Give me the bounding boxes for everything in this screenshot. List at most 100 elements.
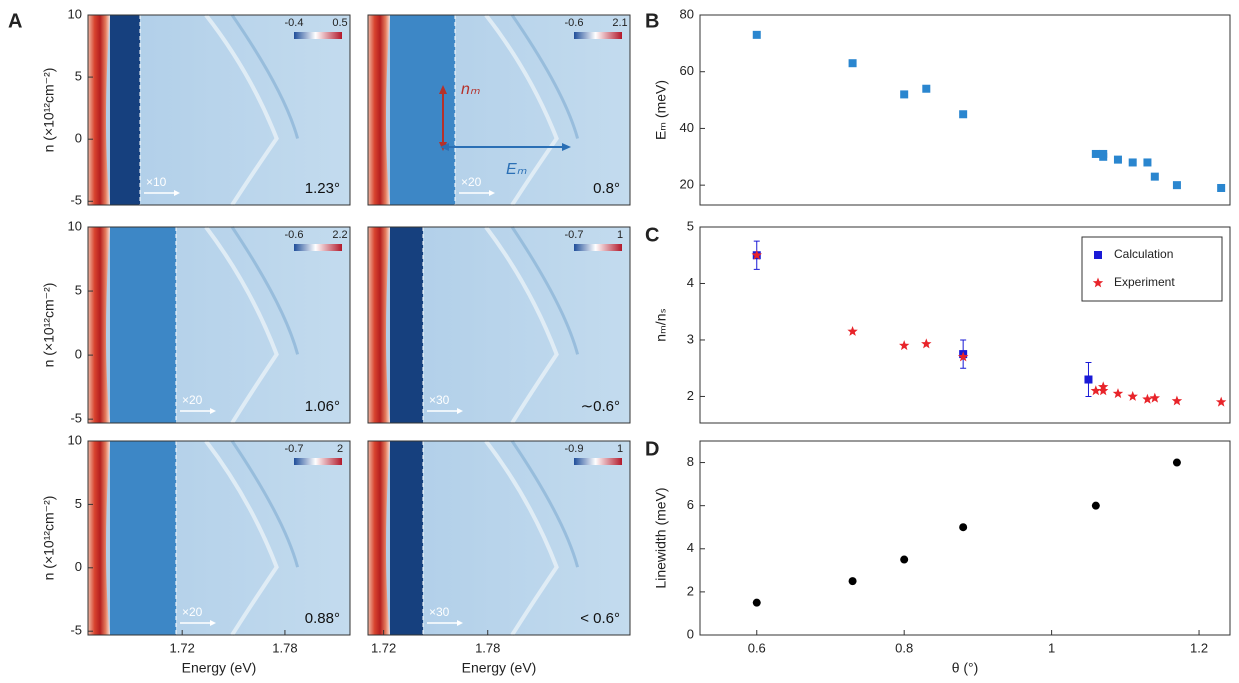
axes-frame — [699, 14, 1231, 206]
feature-curve — [510, 14, 580, 139]
scale-label: ×30 — [429, 393, 450, 407]
colorbar-label: 1 — [617, 229, 623, 241]
y-axis-label: Linewidth (meV) — [653, 487, 669, 588]
y-tick-label: -5 — [70, 411, 82, 426]
scale-arrowhead — [210, 620, 216, 626]
y-tick-label: 80 — [680, 6, 694, 21]
colorbar — [574, 32, 622, 39]
colorbar — [294, 244, 342, 251]
y-tick-label: -5 — [70, 193, 82, 208]
exciton-peak — [368, 15, 390, 205]
point — [1098, 381, 1109, 392]
y-axis-label: nₘ/nₛ — [653, 308, 669, 341]
y-tick-label: 0 — [75, 347, 82, 362]
y-tick-label: 8 — [687, 454, 694, 469]
point — [1172, 458, 1181, 467]
y-tick-label: 0 — [75, 559, 82, 574]
x-axis-label: θ (°) — [952, 660, 979, 676]
point — [1113, 155, 1122, 164]
point — [1091, 149, 1100, 158]
feature-curve — [230, 226, 300, 355]
scale-label: ×10 — [146, 175, 167, 189]
colorbar-label: 2.1 — [612, 17, 627, 29]
y-tick-label: 3 — [687, 331, 694, 346]
point — [848, 59, 857, 68]
exciton-band — [110, 15, 140, 205]
twist-angle: 0.88° — [305, 610, 340, 627]
point — [1127, 391, 1138, 401]
exciton-band — [390, 441, 423, 635]
axes-frame — [367, 440, 631, 636]
point — [1090, 385, 1102, 396]
point — [751, 249, 762, 260]
panel-label: B — [645, 10, 659, 32]
y-tick-label: 5 — [687, 218, 694, 233]
colorbar-label: -0.6 — [565, 17, 584, 29]
point — [1171, 395, 1183, 406]
colorbar-label: -0.7 — [565, 229, 584, 241]
x-axis-label: Energy (eV) — [182, 660, 257, 676]
x-tick-label: 1.78 — [475, 640, 500, 655]
exciton-peak — [88, 15, 110, 205]
annotation: Eₘ — [506, 161, 527, 178]
point — [847, 326, 858, 336]
colorbar-label: -0.6 — [285, 229, 304, 241]
exciton-band — [390, 15, 455, 205]
point — [1149, 392, 1160, 403]
point — [922, 84, 931, 93]
colorbar-label: 0.5 — [332, 17, 347, 29]
point — [752, 598, 761, 607]
exciton-band — [110, 441, 176, 635]
axes-frame — [699, 440, 1231, 636]
y-tick-label: -5 — [70, 623, 82, 638]
y-tick-label: 2 — [687, 583, 694, 598]
scale-arrowhead — [457, 408, 463, 414]
scale-label: ×20 — [182, 393, 203, 407]
exciton-peak — [368, 227, 390, 423]
point — [1217, 183, 1226, 192]
colorbar — [574, 458, 622, 465]
y-tick-label: 0 — [75, 131, 82, 146]
colorbar-label: -0.9 — [565, 443, 584, 455]
scale-label: ×30 — [429, 605, 450, 619]
feature-curve — [204, 225, 279, 425]
scale-arrowhead — [174, 190, 180, 196]
legend-label: Experiment — [1114, 275, 1175, 289]
point — [1172, 181, 1181, 190]
exciton-band — [110, 227, 176, 423]
x-tick-label: 1.2 — [1190, 640, 1208, 655]
exciton-peak — [88, 227, 110, 423]
x-tick-label: 1.72 — [170, 640, 195, 655]
legend-box — [1081, 236, 1223, 302]
y-tick-label: 6 — [687, 497, 694, 512]
y-tick-label: 10 — [68, 432, 82, 447]
feature-curve — [510, 226, 580, 355]
colorbar-label: 2.2 — [332, 229, 347, 241]
y-tick-label: 5 — [75, 282, 82, 297]
panel-label: D — [645, 438, 659, 460]
point — [1084, 375, 1093, 384]
y-tick-label: 60 — [680, 63, 694, 78]
point — [1091, 501, 1100, 510]
point — [1150, 172, 1159, 181]
y-axis-label: n (×10¹²cm⁻²) — [41, 283, 57, 368]
feature-curve — [204, 13, 279, 207]
y-axis-label: Eₘ (meV) — [653, 80, 669, 140]
point — [1128, 158, 1137, 167]
x-tick-label: 1 — [1048, 640, 1055, 655]
exciton-peak — [88, 441, 110, 635]
scale-arrowhead — [489, 190, 495, 196]
y-tick-label: 10 — [68, 6, 82, 21]
feature-curve — [484, 13, 559, 207]
point — [1142, 393, 1153, 404]
point — [957, 351, 969, 362]
y-tick-label: 2 — [687, 388, 694, 403]
twist-angle: 1.06° — [305, 398, 340, 415]
y-tick-label: 10 — [68, 218, 82, 233]
point — [848, 577, 857, 586]
point — [921, 338, 932, 349]
y-tick-label: 0 — [687, 626, 694, 641]
scale-label: ×20 — [182, 605, 203, 619]
exciton-peak — [368, 441, 390, 635]
